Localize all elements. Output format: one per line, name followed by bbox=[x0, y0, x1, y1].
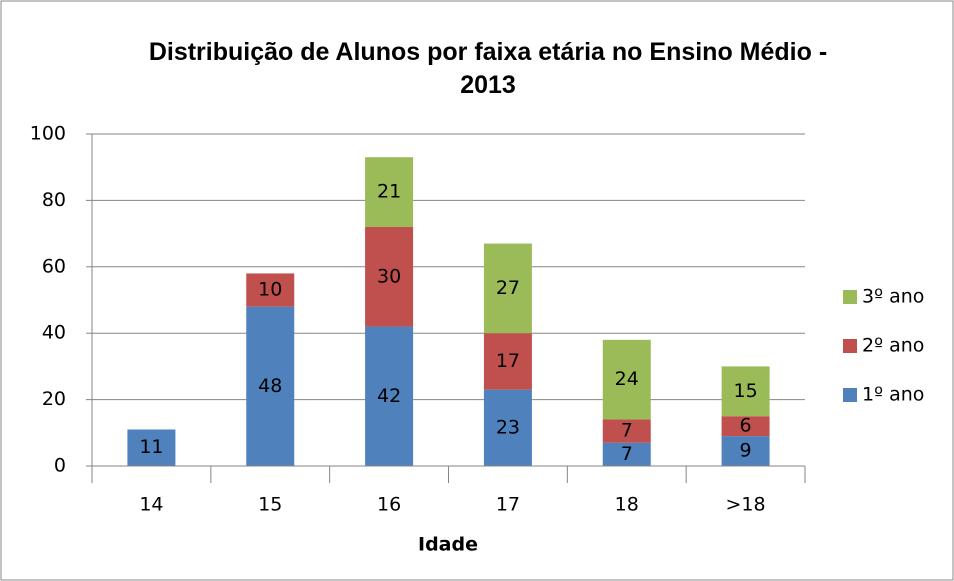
x-tick-label: 15 bbox=[258, 494, 282, 516]
data-label: 30 bbox=[377, 265, 401, 287]
bar-segment bbox=[127, 429, 176, 466]
y-tick-label: 100 bbox=[30, 123, 66, 145]
data-label: 21 bbox=[377, 181, 401, 203]
bar-segment bbox=[602, 419, 651, 443]
y-tick-label: 60 bbox=[42, 255, 66, 277]
x-tick-label: 18 bbox=[615, 494, 639, 516]
y-tick-label: 0 bbox=[54, 455, 66, 477]
data-label: 42 bbox=[377, 385, 401, 407]
data-label: 27 bbox=[496, 277, 520, 299]
bar-segment bbox=[483, 389, 532, 466]
bar-segment bbox=[602, 339, 651, 420]
bar-segment bbox=[365, 326, 414, 466]
legend-swatch bbox=[843, 339, 857, 353]
data-label: 11 bbox=[139, 436, 163, 458]
data-label: 9 bbox=[740, 440, 752, 462]
x-tick-label: 16 bbox=[377, 494, 401, 516]
bar-segment bbox=[246, 273, 295, 307]
data-label: 6 bbox=[740, 415, 752, 437]
data-label: 15 bbox=[733, 380, 757, 402]
bar-segment bbox=[721, 366, 770, 417]
data-label: 7 bbox=[621, 420, 633, 442]
data-label: 48 bbox=[258, 375, 282, 397]
x-tick-label: 14 bbox=[139, 494, 163, 516]
bar-segment bbox=[246, 306, 295, 466]
legend-label: 2º ano bbox=[862, 335, 924, 357]
chart-title: Distribuição de Alunos por faixa etária … bbox=[148, 38, 828, 99]
y-tick-label: 20 bbox=[42, 388, 66, 410]
bar-segment bbox=[483, 333, 532, 390]
data-label: 17 bbox=[496, 350, 520, 372]
y-tick-label: 80 bbox=[42, 189, 66, 211]
bar-segment bbox=[602, 442, 651, 466]
legend-label: 3º ano bbox=[862, 286, 924, 308]
bar-segment bbox=[721, 416, 770, 437]
x-tick-label: 17 bbox=[496, 494, 520, 516]
y-tick-label: 40 bbox=[42, 322, 66, 344]
legend-swatch bbox=[843, 290, 857, 304]
bar-segment bbox=[365, 226, 414, 327]
data-label: 7 bbox=[621, 443, 633, 465]
x-tick-label: >18 bbox=[726, 494, 766, 516]
data-label: 24 bbox=[615, 368, 639, 390]
legend-label: 1º ano bbox=[862, 384, 924, 406]
bar-segment bbox=[483, 243, 532, 334]
bar-segment bbox=[365, 157, 414, 227]
x-axis-title: Idade bbox=[418, 534, 478, 556]
data-label: 23 bbox=[496, 416, 520, 438]
data-label: 10 bbox=[258, 279, 282, 301]
bar-segment bbox=[721, 436, 770, 466]
legend-swatch bbox=[843, 388, 857, 402]
